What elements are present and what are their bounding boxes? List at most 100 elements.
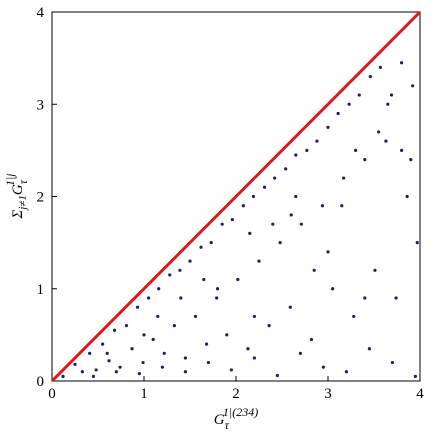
point [204,342,209,346]
point [321,365,325,369]
point [273,176,277,180]
point [168,273,172,277]
point [289,213,293,217]
point [183,356,187,360]
point [248,231,252,235]
point [305,148,309,152]
point [294,153,298,157]
point [378,65,383,69]
point [141,360,145,365]
point [251,194,256,199]
point [91,374,95,378]
point [188,259,192,263]
x-tick-label: 2 [232,386,240,402]
x-tick-label: 4 [416,386,424,402]
y-tick-label: 0 [37,374,45,390]
y-label-base: G [10,184,26,195]
point [331,287,335,291]
y-tick-label: 1 [37,282,45,298]
y-axis-label: Σj≠1Gτ1|j [3,173,30,220]
point [209,241,213,245]
point [156,314,160,319]
point [199,245,203,249]
point [357,93,361,97]
point [151,337,155,342]
point [386,102,390,106]
x-tick-label: 0 [48,386,56,402]
point [309,337,314,342]
point [236,277,240,282]
point [368,74,372,79]
point [409,158,413,162]
point [278,241,282,245]
point [107,359,111,363]
y-tick-label: 4 [37,5,45,21]
point [135,305,140,309]
point [147,296,151,300]
point [179,296,183,300]
point [230,217,234,222]
point [80,370,84,374]
y-label-sub: τ [16,179,30,184]
point [411,84,415,88]
point [284,167,288,171]
point [367,347,371,351]
point [178,268,182,272]
point [389,93,394,97]
point [215,296,219,300]
point [363,296,367,300]
x-tick-label: 3 [324,386,332,402]
point [124,324,129,328]
x-label-sub: τ [225,418,230,432]
point [326,250,330,254]
point [336,111,340,116]
y-tick-label: 2 [37,190,45,206]
point [400,61,404,65]
point [299,222,303,226]
y-label-prefix-sub: j≠1 [17,195,29,212]
point [394,296,398,300]
point [172,324,176,328]
point [271,222,275,226]
point [315,139,319,143]
point [130,347,134,351]
point [262,185,267,189]
point [162,351,166,355]
y-label-sup: 1|j [3,173,17,186]
x-tick-label: 1 [140,386,148,402]
point [73,362,77,366]
point [206,360,210,365]
point [294,194,298,199]
x-label-base: G [214,412,225,428]
point [137,372,141,376]
point [193,314,198,319]
point [342,176,346,180]
point [390,360,394,365]
point [352,314,356,319]
point [415,241,419,245]
point [344,370,348,374]
point [298,351,302,355]
point [373,268,377,272]
x-label-sup: 1|(234) [223,405,258,419]
point [377,130,381,134]
point [312,268,316,272]
point [61,374,65,378]
point [241,204,245,208]
x-axis-label: Gτ1|(234) [214,405,258,432]
point [347,102,351,106]
point [216,287,220,291]
point [354,148,358,152]
point [252,356,256,360]
y-tick-label: 3 [37,97,45,113]
point [405,194,409,199]
point [142,333,146,337]
point [118,365,122,369]
y-label-prefix: Σ [10,210,26,220]
point [101,342,105,346]
point [160,365,164,369]
point [326,125,330,129]
point [114,370,118,374]
point [267,324,271,328]
